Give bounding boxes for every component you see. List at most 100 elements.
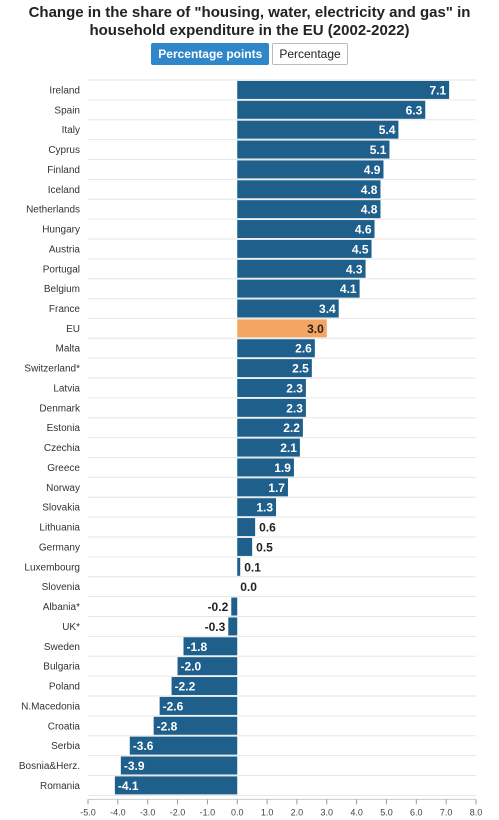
bar bbox=[129, 736, 238, 755]
bar bbox=[153, 716, 238, 735]
category-label: Albania* bbox=[43, 602, 80, 613]
x-tick-label: -1.0 bbox=[200, 807, 216, 817]
category-label: Serbia bbox=[51, 741, 80, 752]
data-label: -3.6 bbox=[133, 739, 154, 753]
bar bbox=[114, 776, 238, 795]
bar bbox=[120, 756, 238, 775]
category-label: Hungary bbox=[42, 225, 80, 236]
data-label: -2.6 bbox=[163, 699, 184, 713]
title-line-2: household expenditure in the EU (2002-20… bbox=[89, 22, 410, 39]
x-tick-label: 6.0 bbox=[410, 807, 423, 817]
category-label: N.Macedonia bbox=[21, 701, 80, 712]
data-label: 1.3 bbox=[256, 501, 273, 515]
data-label: -4.1 bbox=[118, 779, 139, 793]
bar bbox=[237, 339, 315, 358]
category-label: Belgium bbox=[44, 284, 80, 295]
data-label: 0.5 bbox=[256, 540, 273, 554]
category-label: Czechia bbox=[44, 443, 81, 454]
category-label: Luxembourg bbox=[24, 562, 80, 573]
unit-toggle: Percentage points Percentage bbox=[0, 43, 499, 65]
bar bbox=[237, 279, 360, 298]
data-label: 0.6 bbox=[259, 521, 276, 535]
category-label: Switzerland* bbox=[24, 364, 80, 375]
bar bbox=[237, 180, 381, 199]
x-tick-label: -5.0 bbox=[80, 807, 96, 817]
percentage-button[interactable]: Percentage bbox=[272, 43, 348, 65]
data-label: 2.2 bbox=[283, 421, 300, 435]
category-label: Italy bbox=[62, 125, 80, 136]
x-tick-label: 1.0 bbox=[261, 807, 274, 817]
x-tick-label: -2.0 bbox=[170, 807, 186, 817]
category-label: Bulgaria bbox=[43, 662, 80, 673]
data-label: 3.0 bbox=[307, 322, 324, 336]
category-label: Netherlands bbox=[26, 205, 80, 216]
category-label: UK* bbox=[62, 622, 80, 633]
category-label: Ireland bbox=[49, 85, 80, 96]
bar bbox=[237, 518, 256, 537]
category-label: Norway bbox=[46, 483, 80, 494]
data-label: 5.4 bbox=[379, 123, 396, 137]
x-tick-label: 7.0 bbox=[440, 807, 453, 817]
title-line-1: Change in the share of "housing, water, … bbox=[28, 4, 471, 21]
x-tick-label: 4.0 bbox=[350, 807, 363, 817]
bar bbox=[237, 359, 312, 378]
x-tick-label: 8.0 bbox=[470, 807, 483, 817]
data-label: 0.0 bbox=[240, 580, 257, 594]
category-label: Portugal bbox=[43, 264, 80, 275]
category-label: Latvia bbox=[53, 383, 80, 394]
data-label: 4.1 bbox=[340, 282, 357, 296]
bar-chart: Ireland 7.1 Spain 6.3 Italy 5.4 Cyprus 5.1 Finla… bbox=[19, 79, 483, 817]
data-label: 0.1 bbox=[244, 560, 261, 574]
bar bbox=[237, 160, 384, 179]
category-label: Cyprus bbox=[48, 145, 80, 156]
bar bbox=[237, 418, 303, 437]
data-label: 1.9 bbox=[274, 461, 291, 475]
data-label: 2.3 bbox=[286, 401, 303, 415]
bar bbox=[237, 438, 300, 457]
data-label: 4.9 bbox=[364, 163, 381, 177]
data-label: 5.1 bbox=[370, 143, 387, 157]
bar bbox=[183, 637, 238, 656]
data-label: 4.5 bbox=[352, 242, 369, 256]
category-label: Sweden bbox=[44, 642, 80, 653]
x-tick-label: 3.0 bbox=[321, 807, 334, 817]
data-label: 7.1 bbox=[429, 83, 446, 97]
bar bbox=[237, 100, 426, 119]
bar bbox=[177, 657, 238, 676]
bar bbox=[237, 537, 253, 556]
bar bbox=[237, 458, 294, 477]
bar bbox=[237, 220, 375, 239]
category-label: Bosnia&Herz. bbox=[19, 761, 80, 772]
data-label: -0.3 bbox=[205, 620, 226, 634]
bar bbox=[228, 617, 238, 636]
x-tick-label: -3.0 bbox=[140, 807, 156, 817]
bar bbox=[237, 200, 381, 219]
category-label: Iceland bbox=[48, 185, 80, 196]
category-label: Denmark bbox=[39, 403, 81, 414]
data-label: 4.8 bbox=[361, 203, 378, 217]
bar bbox=[237, 498, 277, 517]
category-label: Malta bbox=[56, 344, 81, 355]
bar bbox=[159, 696, 238, 715]
data-label: 2.5 bbox=[292, 362, 309, 376]
data-label: -2.0 bbox=[181, 660, 202, 674]
category-label: Romania bbox=[40, 781, 80, 792]
category-label: Slovenia bbox=[42, 582, 81, 593]
data-label: 2.6 bbox=[295, 342, 312, 356]
category-label: Greece bbox=[47, 463, 80, 474]
data-label: 3.4 bbox=[319, 302, 336, 316]
bar bbox=[171, 677, 238, 696]
bar bbox=[237, 120, 399, 139]
percentage-points-button[interactable]: Percentage points bbox=[151, 43, 270, 65]
category-label: Finland bbox=[47, 165, 80, 176]
category-label: Estonia bbox=[47, 423, 81, 434]
data-label: 2.3 bbox=[286, 381, 303, 395]
data-label: 6.3 bbox=[406, 103, 423, 117]
bar bbox=[237, 557, 241, 576]
bar bbox=[237, 398, 306, 417]
chart-title: Change in the share of "housing, water, … bbox=[0, 4, 499, 40]
category-label: Spain bbox=[54, 105, 80, 116]
x-tick-label: 5.0 bbox=[380, 807, 393, 817]
data-label: 4.8 bbox=[361, 183, 378, 197]
x-tick-label: 2.0 bbox=[291, 807, 304, 817]
